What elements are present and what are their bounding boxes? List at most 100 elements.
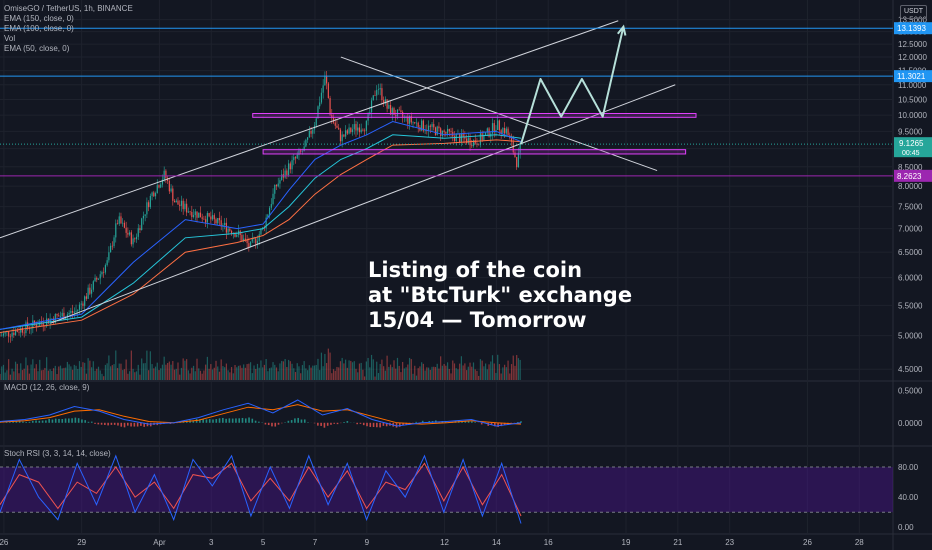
ema-100-label[interactable]: EMA (100, close, 0) (4, 24, 74, 33)
volume-bar (115, 350, 117, 380)
price-tick-label: 5.0000 (898, 332, 923, 341)
macd-histogram-bar (104, 422, 106, 425)
ema-50-label[interactable]: EMA (50, close, 0) (4, 44, 70, 53)
candle-body (96, 277, 98, 280)
candle-body (20, 327, 22, 333)
volume-bar (298, 366, 300, 380)
time-axis[interactable]: 26 29 Apr 3 5 7 9 12 14 16 19 21 23 26 28 (0, 538, 864, 547)
candle-body (246, 239, 248, 244)
candle-body (505, 128, 507, 134)
stoch-rsi-label[interactable]: Stoch RSI (3, 3, 14, 14, close) (4, 449, 111, 458)
volume-bar (148, 370, 150, 380)
macd-histogram-bar (117, 422, 119, 426)
candle-body (211, 215, 214, 220)
volume-bar (481, 360, 483, 380)
volume-bar (484, 363, 487, 380)
volume-bar (365, 361, 367, 380)
volume-bar (175, 368, 177, 380)
candle-body (365, 120, 367, 131)
candle-body (296, 154, 298, 159)
macd-line (0, 399, 522, 427)
macd-histogram-bar (300, 419, 303, 423)
volume-bar (184, 360, 186, 380)
macd-histogram-bar (84, 420, 86, 423)
candle-body (434, 127, 437, 135)
volume-bar (218, 371, 221, 380)
macd-histogram-bar (264, 422, 267, 425)
candle-body (8, 331, 10, 337)
macd-histogram-bar (366, 422, 368, 427)
volume-bar (122, 370, 124, 380)
volume-bar (268, 368, 271, 380)
macd-histogram-bar (494, 422, 496, 427)
volume-bar (517, 358, 520, 380)
volume-bar (441, 365, 443, 380)
candle-body (357, 127, 359, 131)
candle-body (244, 238, 246, 240)
volume-bar (210, 364, 212, 380)
volume-bar (142, 363, 145, 380)
candle-body (303, 146, 305, 152)
volume-bar (153, 368, 155, 380)
volume-bar (237, 365, 240, 380)
symbol-title[interactable]: OmiseGO / TetherUS, 1h, BINANCE (4, 4, 133, 13)
volume-bar (320, 352, 323, 380)
volume-bar (111, 365, 113, 380)
volume-bar (4, 372, 6, 380)
volume-bar (450, 373, 452, 380)
drawings[interactable] (0, 20, 893, 324)
macd-histogram-bar (143, 422, 145, 427)
candle-body (274, 184, 276, 194)
volume-bar (90, 367, 93, 380)
volume-bar (291, 363, 293, 380)
candle-body (58, 315, 60, 317)
candle-body (137, 228, 139, 237)
volume-bar (227, 370, 229, 380)
candle-body (248, 243, 250, 248)
volume-bar (497, 354, 499, 380)
volume-bar (277, 371, 279, 380)
candle-body (160, 184, 162, 188)
macd-histogram-bar (313, 422, 316, 424)
time-tick-label: 9 (365, 538, 370, 547)
ema-150-label[interactable]: EMA (150, close, 0) (4, 14, 74, 23)
price-label: 13.1393 (897, 24, 926, 33)
volume-bar (160, 368, 162, 380)
volume-bar (453, 363, 456, 380)
candle-body (516, 157, 518, 168)
candle-body (129, 232, 131, 235)
volume-bar (8, 359, 10, 380)
volume-bar (407, 364, 409, 380)
time-tick-label: 12 (440, 538, 449, 547)
candle-body (141, 218, 143, 231)
volume-bar (54, 365, 56, 380)
candle-body (168, 181, 170, 192)
macd-histogram-bar (212, 419, 214, 423)
volume-bar (35, 364, 37, 380)
candle-body (281, 174, 283, 181)
volume-bar (471, 366, 473, 380)
volume-bar (116, 367, 119, 380)
price-axis[interactable]: 4.5000 5.0000 5.5000 6.0000 6.5000 7.0000 7.50… (894, 16, 932, 533)
candle-body (405, 116, 407, 117)
macd-histogram-bar (228, 418, 231, 423)
currency-button[interactable]: USDT (900, 5, 927, 19)
candle-body (476, 143, 478, 145)
candle-body (23, 332, 25, 334)
volume-bar (502, 367, 504, 380)
macd-histogram-bar (297, 417, 299, 423)
candle-body (146, 202, 148, 215)
volume-bar (125, 359, 127, 380)
volume-bar (313, 365, 316, 380)
candle-body (433, 124, 435, 128)
volume-bar (56, 374, 58, 380)
candle-body (151, 192, 153, 196)
candle-body (227, 228, 229, 233)
candle-body (123, 222, 126, 228)
volume-label[interactable]: Vol (4, 34, 16, 43)
candle-body (11, 332, 13, 337)
macd-label[interactable]: MACD (12, 26, close, 9) (4, 383, 90, 392)
candle-body (453, 136, 456, 142)
candle-body (445, 132, 447, 134)
